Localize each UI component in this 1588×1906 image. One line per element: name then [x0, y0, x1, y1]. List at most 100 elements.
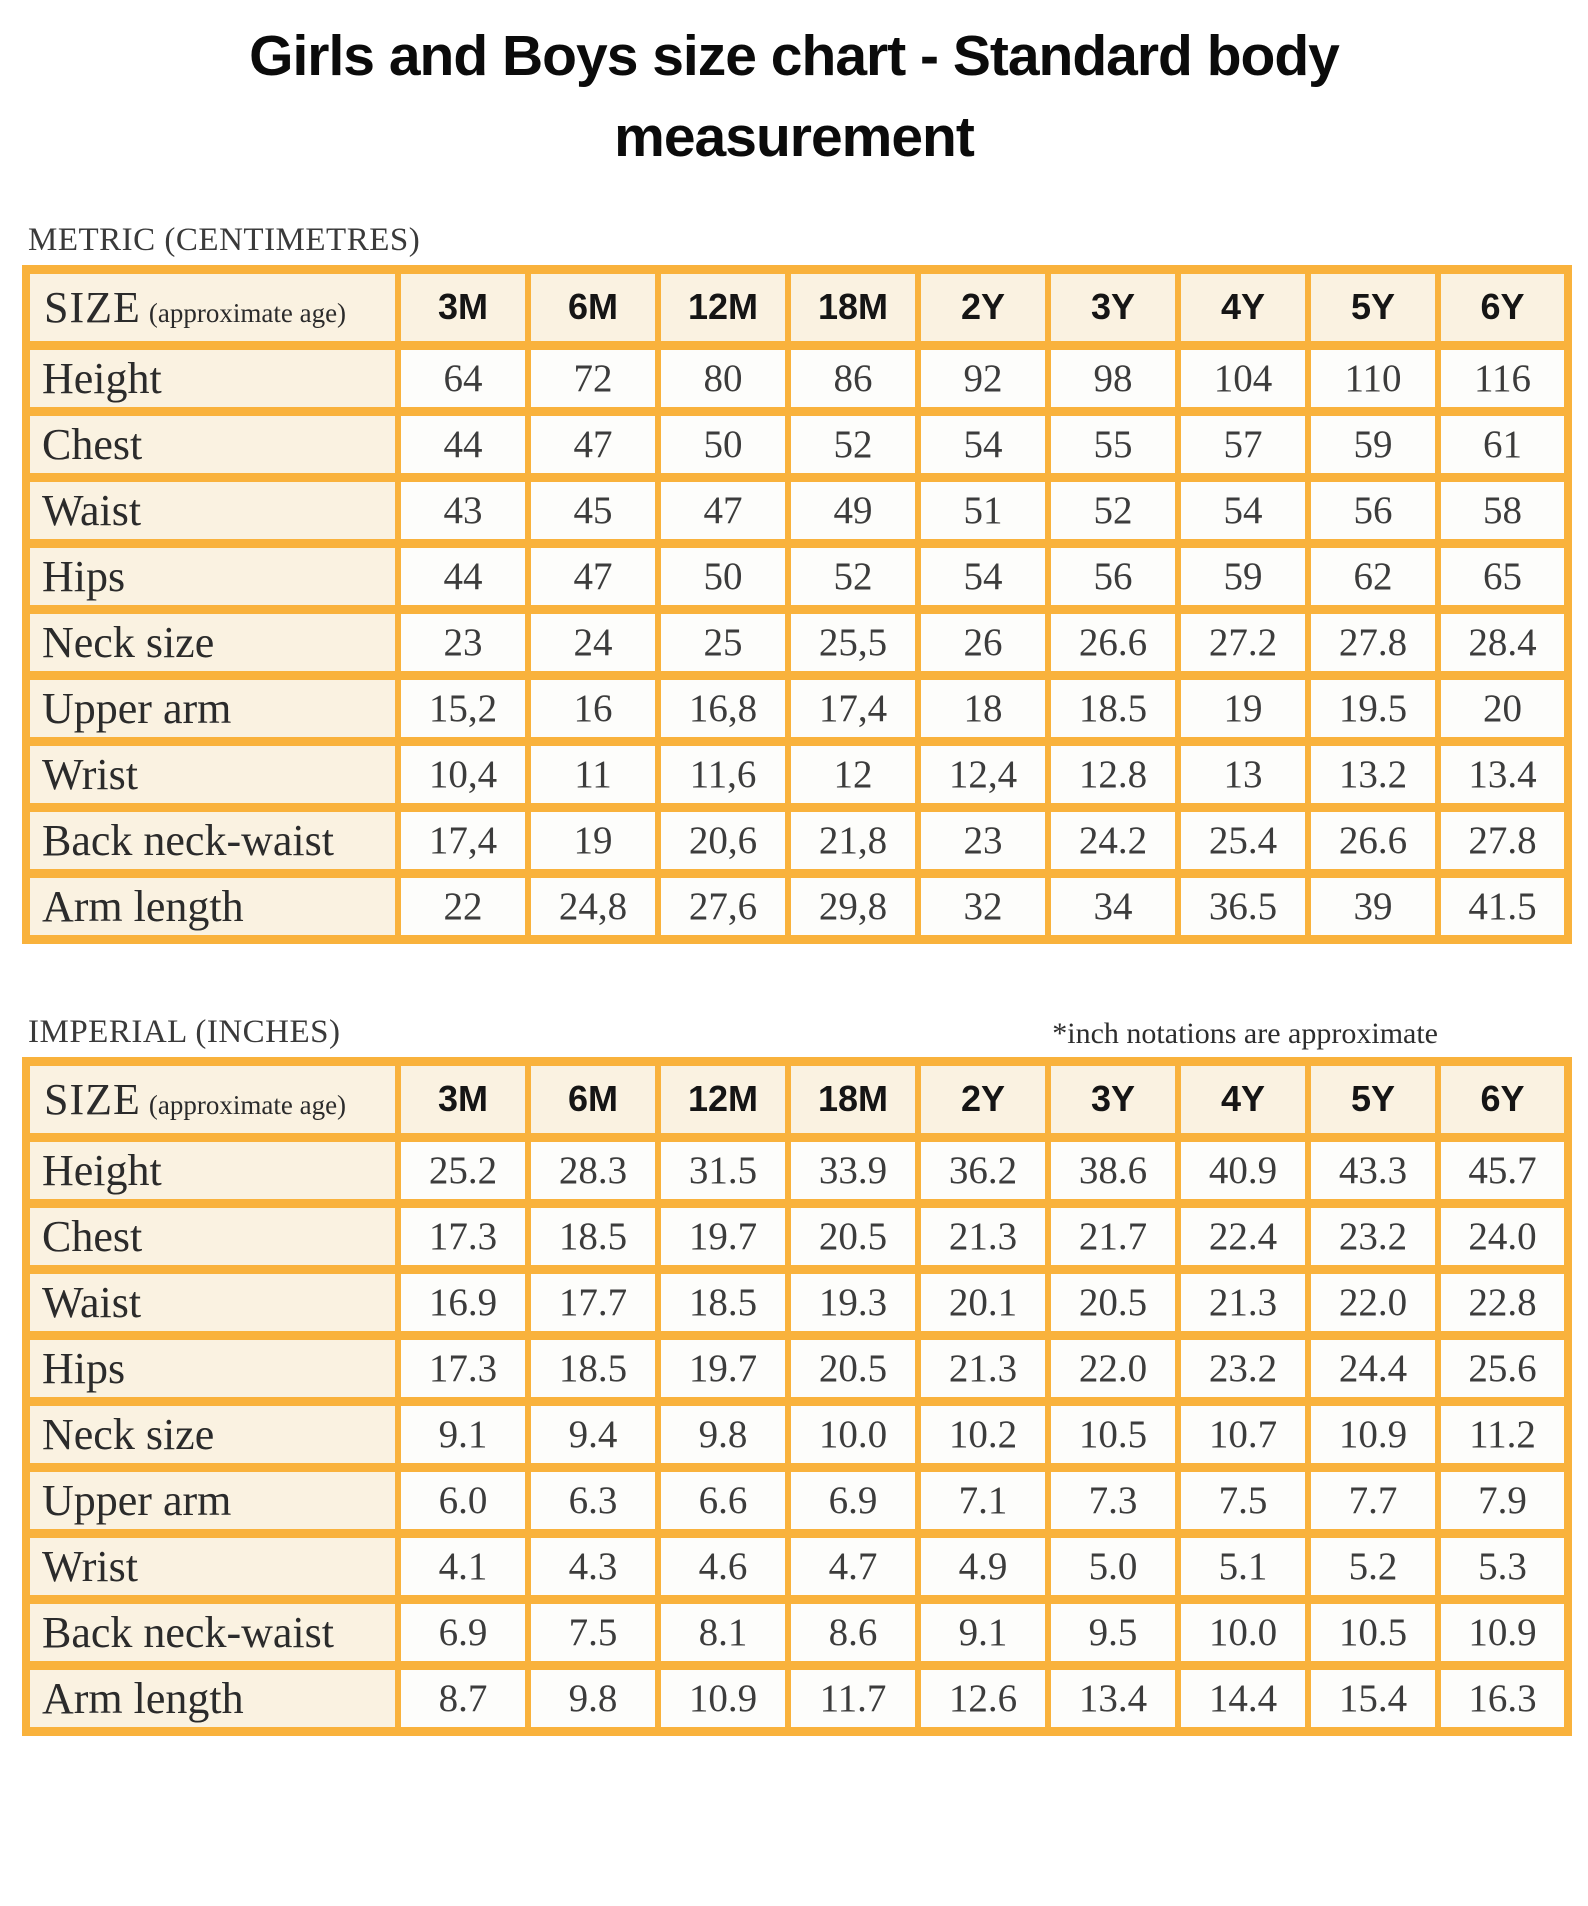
value-cell: 10.9: [1435, 1594, 1571, 1670]
row-label: Hips: [23, 1330, 401, 1406]
value-cell: 22.0: [1305, 1264, 1441, 1340]
value-cell: 72: [525, 340, 661, 416]
value-cell: 56: [1305, 472, 1441, 548]
table-row: Arm length 8.7 9.8 10.9 11.7 12.6 13.4 14.4 15.4…: [23, 1660, 1571, 1736]
value-cell: 26.6: [1305, 802, 1441, 878]
value-cell: 7.5: [525, 1594, 661, 1670]
value-cell: 16.3: [1435, 1660, 1571, 1736]
table-header-row: SIZE (approximate age) 3M 6M 12M 18M 2Y 3Y 4Y 5Y 6…: [23, 264, 1571, 350]
value-cell: 25,5: [785, 604, 921, 680]
row-label: Arm length: [23, 868, 401, 944]
column-header-2y: 2Y: [915, 264, 1051, 350]
value-cell: 57: [1175, 406, 1311, 482]
row-label: Waist: [23, 472, 401, 548]
value-cell: 54: [915, 406, 1051, 482]
table-row: Chest 17.3 18.5 19.7 20.5 21.3 21.7 22.4 23.2 24.…: [23, 1198, 1571, 1274]
value-cell: 11.2: [1435, 1396, 1571, 1472]
value-cell: 14.4: [1175, 1660, 1311, 1736]
value-cell: 24.0: [1435, 1198, 1571, 1274]
size-header-cell: SIZE (approximate age): [23, 1056, 401, 1142]
value-cell: 40.9: [1175, 1132, 1311, 1208]
value-cell: 8.1: [655, 1594, 791, 1670]
imperial-size-table: SIZE (approximate age) 3M 6M 12M 18M 2Y 3Y 4Y 5Y 6…: [22, 1056, 1572, 1736]
value-cell: 12,4: [915, 736, 1051, 812]
value-cell: 23: [915, 802, 1051, 878]
value-cell: 20,6: [655, 802, 791, 878]
value-cell: 59: [1175, 538, 1311, 614]
value-cell: 9.1: [395, 1396, 531, 1472]
value-cell: 86: [785, 340, 921, 416]
table-row: Arm length 22 24,8 27,6 29,8 32 34 36.5 39 41.5: [23, 868, 1571, 944]
value-cell: 44: [395, 538, 531, 614]
column-header-6y: 6Y: [1435, 1056, 1571, 1142]
value-cell: 16.9: [395, 1264, 531, 1340]
value-cell: 6.0: [395, 1462, 531, 1538]
page-title: Girls and Boys size chart - Standard bod…: [40, 16, 1548, 178]
metric-section-head: METRIC (CENTIMETRES): [28, 222, 1438, 259]
column-header-3y: 3Y: [1045, 264, 1181, 350]
value-cell: 10.5: [1305, 1594, 1441, 1670]
row-label: Hips: [23, 538, 401, 614]
value-cell: 22.8: [1435, 1264, 1571, 1340]
table-row: Wrist 10,4 11 11,6 12 12,4 12.8 13 13.2 13.4: [23, 736, 1571, 812]
value-cell: 17,4: [785, 670, 921, 746]
row-label: Neck size: [23, 1396, 401, 1472]
value-cell: 10.0: [785, 1396, 921, 1472]
value-cell: 23.2: [1175, 1330, 1311, 1406]
value-cell: 52: [785, 538, 921, 614]
table-row: Height 64 72 80 86 92 98 104 110 116: [23, 340, 1571, 416]
value-cell: 15,2: [395, 670, 531, 746]
table-row: Neck size 9.1 9.4 9.8 10.0 10.2 10.5 10.7 10.9 11…: [23, 1396, 1571, 1472]
column-header-3m: 3M: [395, 264, 531, 350]
value-cell: 10.2: [915, 1396, 1051, 1472]
imperial-section-head: IMPERIAL (INCHES) *inch notations are ap…: [28, 1014, 1438, 1051]
value-cell: 13.4: [1045, 1660, 1181, 1736]
value-cell: 12: [785, 736, 921, 812]
column-header-3m: 3M: [395, 1056, 531, 1142]
value-cell: 4.6: [655, 1528, 791, 1604]
row-label: Upper arm: [23, 670, 401, 746]
row-label: Wrist: [23, 1528, 401, 1604]
table-row: Hips 44 47 50 52 54 56 59 62 65: [23, 538, 1571, 614]
size-header-cell: SIZE (approximate age): [23, 264, 401, 350]
value-cell: 6.3: [525, 1462, 661, 1538]
value-cell: 6.9: [395, 1594, 531, 1670]
value-cell: 5.3: [1435, 1528, 1571, 1604]
imperial-note: *inch notations are approximate: [1052, 1016, 1438, 1050]
value-cell: 24: [525, 604, 661, 680]
value-cell: 5.1: [1175, 1528, 1311, 1604]
column-header-6y: 6Y: [1435, 264, 1571, 350]
value-cell: 98: [1045, 340, 1181, 416]
metric-size-table: SIZE (approximate age) 3M 6M 12M 18M 2Y 3Y 4Y 5Y 6…: [22, 264, 1572, 944]
value-cell: 52: [785, 406, 921, 482]
value-cell: 26.6: [1045, 604, 1181, 680]
row-label: Height: [23, 340, 401, 416]
value-cell: 13.4: [1435, 736, 1571, 812]
value-cell: 8.6: [785, 1594, 921, 1670]
value-cell: 36.5: [1175, 868, 1311, 944]
value-cell: 19.7: [655, 1198, 791, 1274]
value-cell: 45: [525, 472, 661, 548]
value-cell: 7.3: [1045, 1462, 1181, 1538]
value-cell: 62: [1305, 538, 1441, 614]
row-label: Upper arm: [23, 1462, 401, 1538]
value-cell: 22.0: [1045, 1330, 1181, 1406]
value-cell: 22: [395, 868, 531, 944]
value-cell: 27.8: [1435, 802, 1571, 878]
value-cell: 20: [1435, 670, 1571, 746]
imperial-section-label: IMPERIAL (INCHES): [28, 1013, 341, 1050]
value-cell: 18.5: [525, 1330, 661, 1406]
value-cell: 23: [395, 604, 531, 680]
value-cell: 38.6: [1045, 1132, 1181, 1208]
value-cell: 50: [655, 406, 791, 482]
value-cell: 9.5: [1045, 1594, 1181, 1670]
value-cell: 6.6: [655, 1462, 791, 1538]
column-header-3y: 3Y: [1045, 1056, 1181, 1142]
page-title-line2: measurement: [614, 104, 975, 169]
column-header-2y: 2Y: [915, 1056, 1051, 1142]
metric-section-label: METRIC (CENTIMETRES): [28, 221, 421, 258]
table-row: Hips 17.3 18.5 19.7 20.5 21.3 22.0 23.2 24.4 25.6: [23, 1330, 1571, 1406]
value-cell: 27.2: [1175, 604, 1311, 680]
value-cell: 51: [915, 472, 1051, 548]
value-cell: 19.7: [655, 1330, 791, 1406]
